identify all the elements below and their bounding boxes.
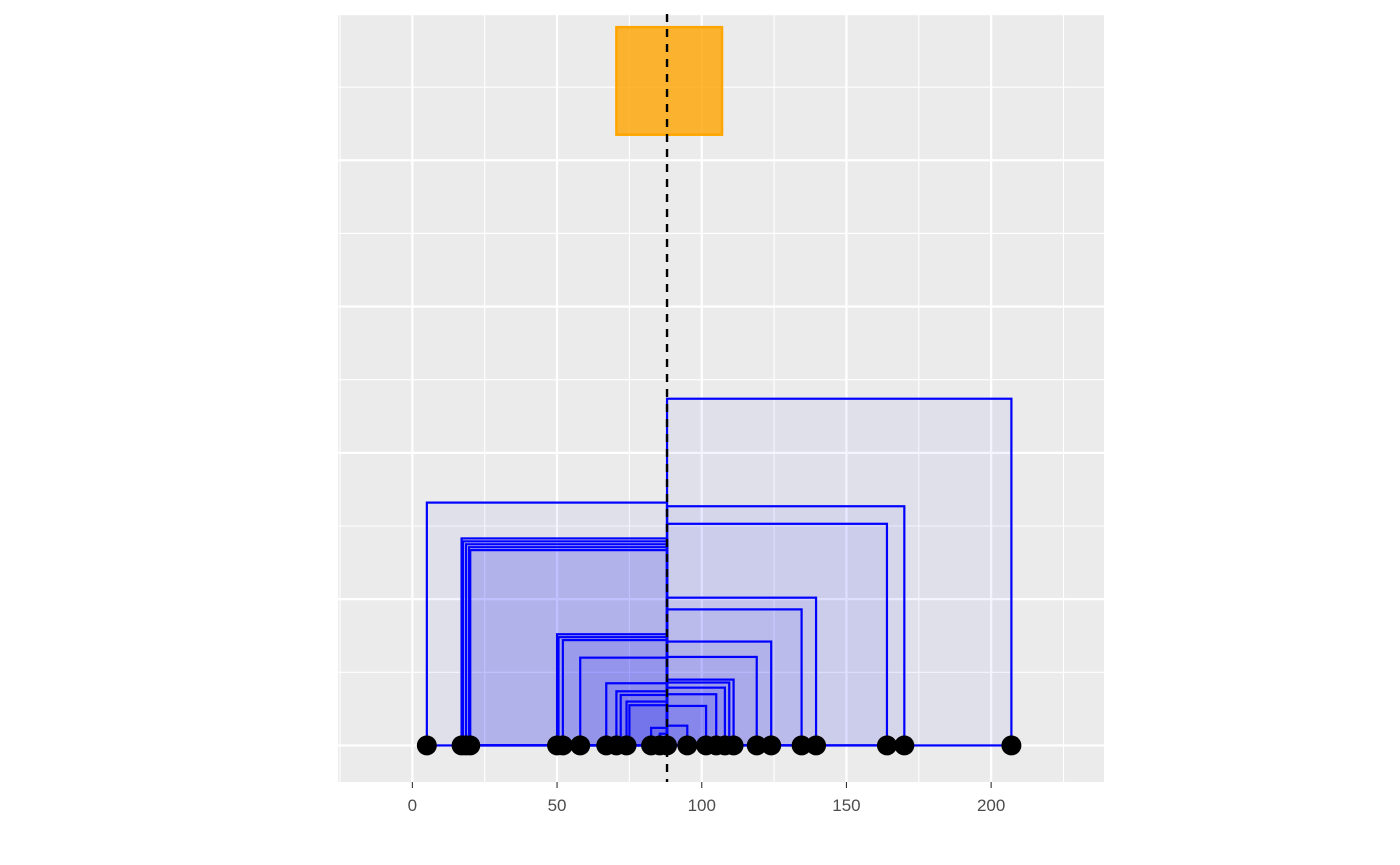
interval-boxes: [425, 397, 1013, 747]
data-point: [657, 735, 678, 756]
x-tick-label: 150: [832, 796, 860, 815]
x-tick-label: 0: [408, 796, 417, 815]
x-tick-label: 100: [688, 796, 716, 815]
data-point: [1001, 735, 1022, 756]
data-point: [746, 735, 767, 756]
data-point: [552, 735, 573, 756]
highlight-box-layer: [615, 25, 724, 136]
data-point: [791, 735, 812, 756]
data-point: [677, 735, 698, 756]
interval-box: [555, 633, 669, 747]
x-tick-label: 50: [548, 796, 567, 815]
data-point: [723, 735, 744, 756]
interval-box: [469, 549, 669, 747]
data-point: [761, 735, 782, 756]
x-tick-label: 200: [977, 796, 1005, 815]
highlight-box: [615, 25, 724, 136]
interval-box: [665, 505, 906, 747]
data-point: [570, 735, 591, 756]
data-point: [616, 735, 637, 756]
interval-box: [464, 543, 669, 747]
interval-box: [665, 596, 818, 747]
data-point: [416, 735, 437, 756]
interval-box: [665, 608, 803, 747]
interval-box: [467, 546, 669, 747]
x-axis: 0 50 100 150 200: [408, 782, 1005, 815]
data-point: [806, 735, 827, 756]
data-points: [416, 735, 1022, 756]
interval-box: [665, 397, 1013, 747]
data-point: [876, 735, 897, 756]
interval-box: [665, 681, 731, 747]
data-point: [894, 735, 915, 756]
data-point: [460, 735, 481, 756]
